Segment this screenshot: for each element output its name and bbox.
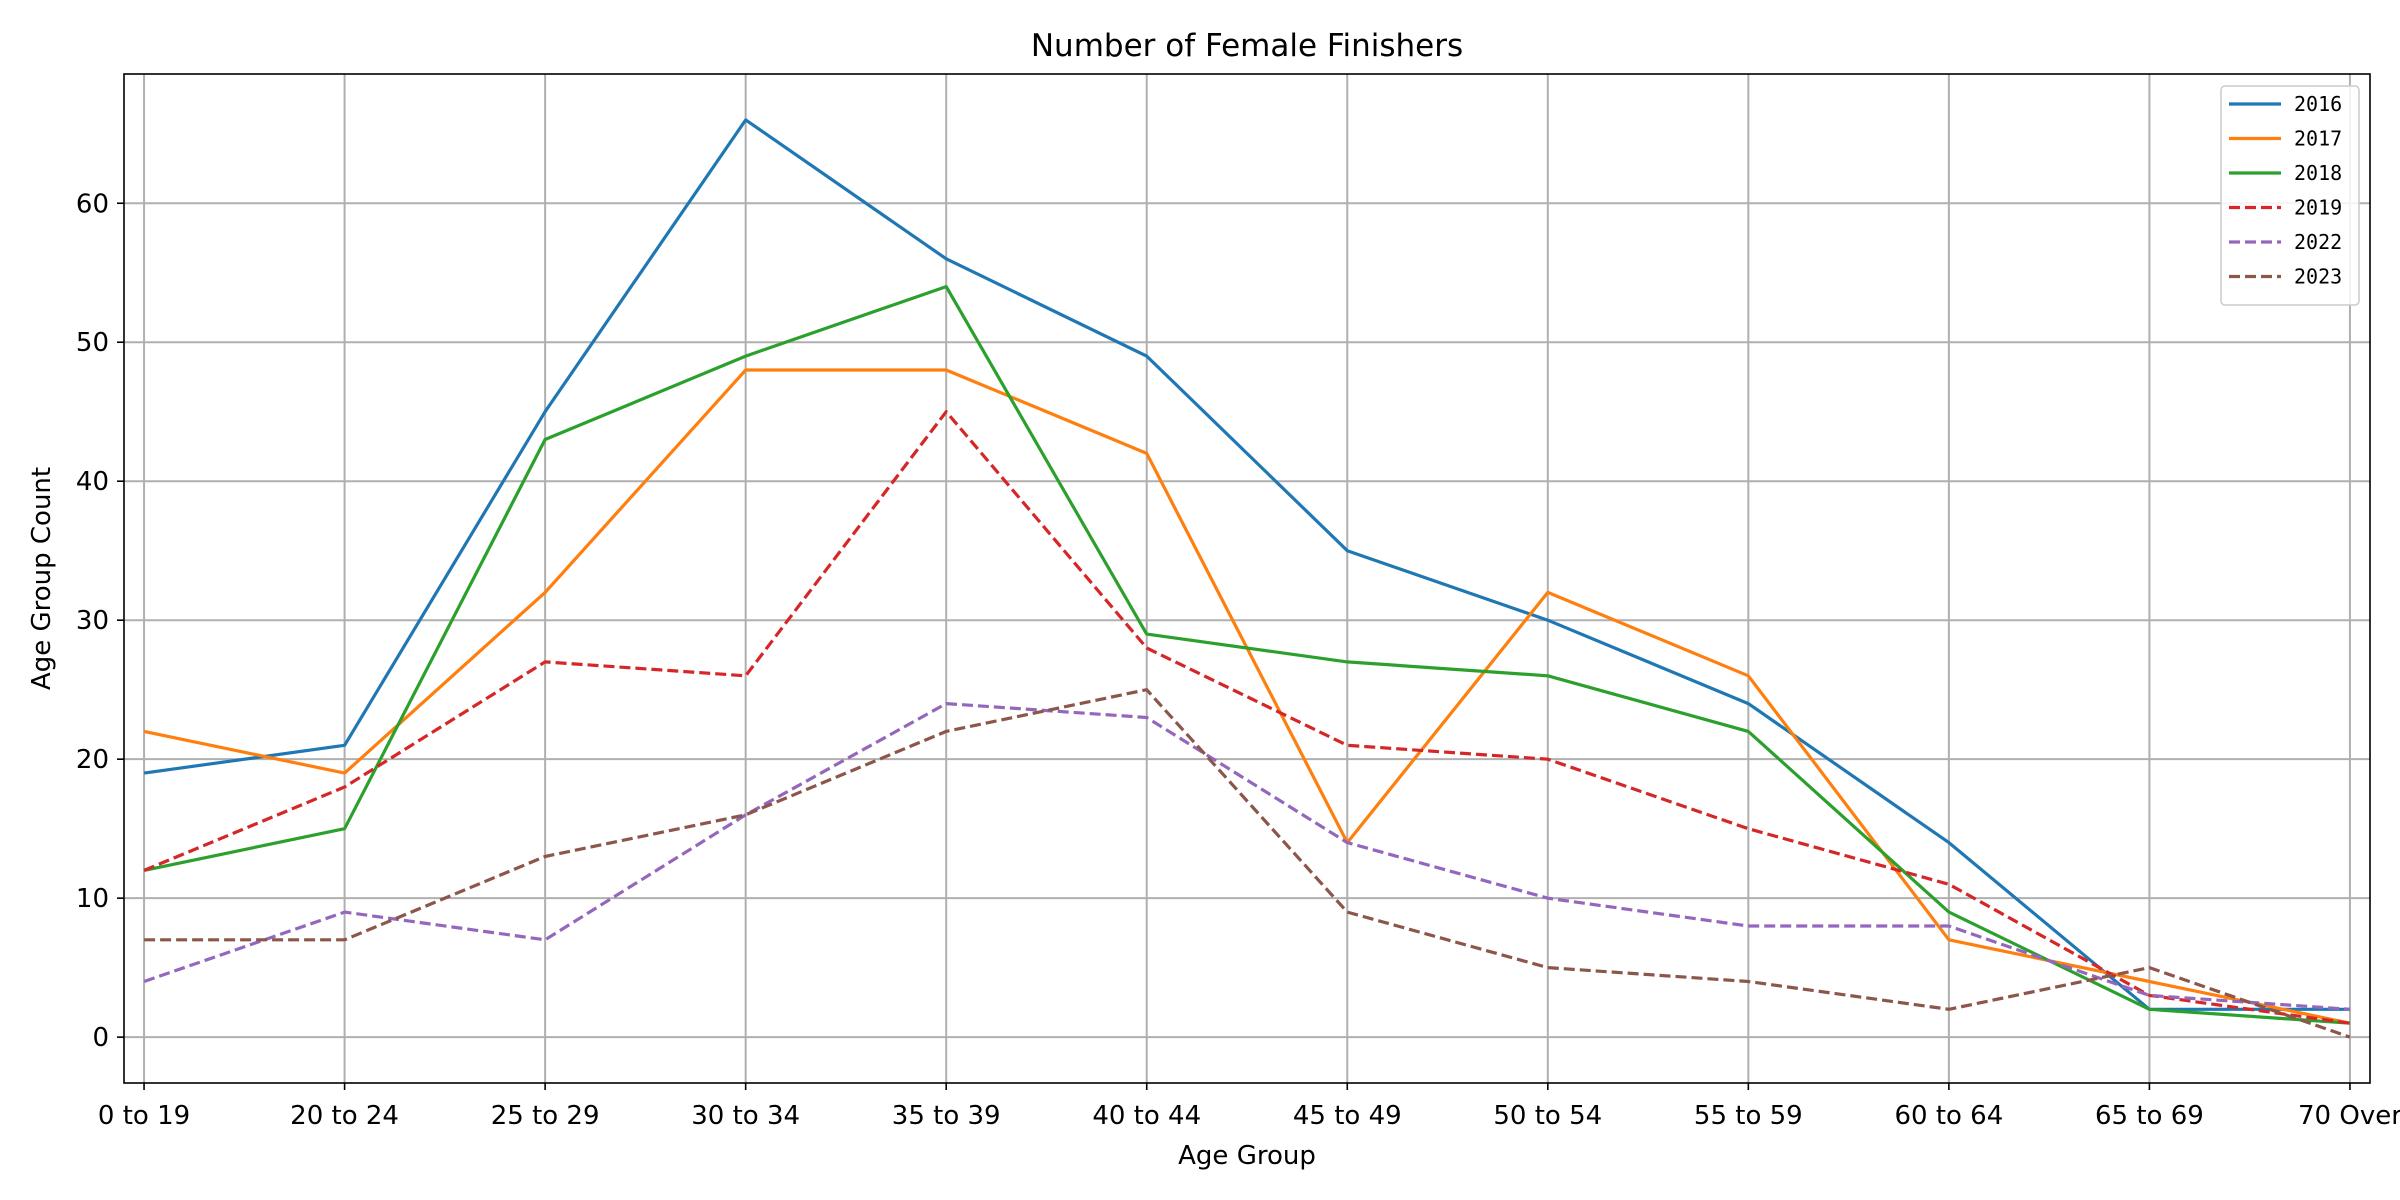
x-tick-label: 25 to 29 — [491, 1101, 600, 1131]
x-tick-label: 20 to 24 — [290, 1101, 399, 1131]
y-tick-label: 0 — [92, 1023, 109, 1053]
x-tick-label: 65 to 69 — [2095, 1101, 2204, 1131]
legend-entry-2019: 2019 — [2294, 196, 2342, 220]
y-tick-label: 60 — [76, 189, 109, 219]
plot-frame — [123, 73, 2371, 1084]
x-tick-label: 40 to 44 — [1092, 1101, 1201, 1131]
x-tick-label: 60 to 64 — [1894, 1101, 2003, 1131]
y-tick-label: 20 — [76, 745, 109, 775]
x-tick-label: 50 to 54 — [1493, 1101, 1602, 1131]
x-tick-label: 45 to 49 — [1293, 1101, 1402, 1131]
series-line-2019 — [143, 410, 2351, 1025]
y-tick-label: 30 — [76, 606, 109, 636]
y-axis-label: Age Group Count — [27, 467, 57, 690]
chart-title: Number of Female Finishers — [1031, 28, 1463, 64]
x-tick-label: 30 to 34 — [691, 1101, 800, 1131]
x-tick-label: 55 to 59 — [1694, 1101, 1803, 1131]
x-tick-label: 35 to 39 — [892, 1101, 1001, 1131]
series-line-2018 — [143, 285, 2351, 1025]
x-tick-label: 0 to 19 — [98, 1101, 190, 1131]
legend-entry-2022: 2022 — [2294, 230, 2342, 254]
series-line-2016 — [143, 118, 2350, 1011]
legend-entry-2016: 2016 — [2294, 92, 2342, 116]
legend-entry-2023: 2023 — [2294, 265, 2342, 289]
y-tick-label: 40 — [76, 467, 109, 497]
y-tick-label: 10 — [76, 884, 109, 914]
legend-entry-2018: 2018 — [2294, 161, 2342, 185]
x-tick-label: 70 Over — [2298, 1101, 2400, 1131]
legend-box — [2220, 85, 2360, 306]
legend: 2016 2017 2018 2019 2022 2023 — [2220, 85, 2360, 306]
y-tick-label: 50 — [76, 328, 109, 358]
y-axis-ticks: 0 10 20 30 40 50 60 — [76, 189, 124, 1053]
series-layer — [143, 118, 2351, 1039]
x-axis-label: Age Group — [1178, 1141, 1316, 1171]
x-axis-ticks: 0 to 19 20 to 24 25 to 29 30 to 34 35 to 39 4… — [98, 1083, 2400, 1131]
series-line-2023 — [144, 688, 2351, 1039]
legend-entry-2017: 2017 — [2294, 127, 2342, 151]
